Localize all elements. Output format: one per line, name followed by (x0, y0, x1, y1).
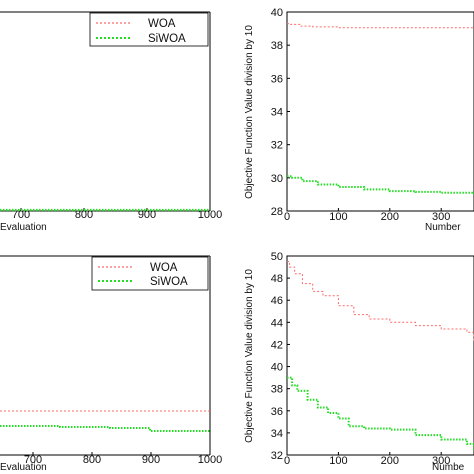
tr-tick-group: 0 100 200 300 28 30 32 34 36 38 40 (271, 7, 451, 223)
br-ytick-label-4: 40 (271, 362, 283, 374)
br-ytick-label-5: 42 (271, 339, 283, 351)
br-ytick-label-1: 34 (271, 428, 283, 440)
br-ylabel: Objective Function Value division by 10 (244, 269, 255, 443)
tl-tick-group: 700 800 900 1000 (12, 208, 222, 221)
bl-xlabel: Evaluation (0, 462, 47, 473)
br-xlabel: Numbe (432, 462, 465, 473)
tl-legend-box (89, 12, 209, 47)
br-xtick-label-1: 100 (329, 455, 347, 467)
tr-xlabel: Number (425, 222, 461, 233)
br-xtick-label-0: 0 (284, 455, 290, 467)
br-axes-box (286, 255, 474, 456)
br-ytick-label-2: 36 (271, 406, 283, 418)
tl-xtick-label-3: 900 (138, 209, 156, 221)
tl-xtick-label-2: 800 (75, 209, 93, 221)
bl-xtick-label-3: 800 (83, 454, 101, 466)
br-ytick-label-9: 50 (271, 251, 283, 263)
tr-woa-line (287, 23, 474, 29)
br-ytick-label-8: 48 (271, 273, 283, 285)
tr-siwoa-line (287, 175, 474, 195)
bl-xtick-label-4: 900 (142, 454, 160, 466)
tr-ytick-label-0: 28 (271, 206, 283, 218)
br-ytick-label-7: 46 (271, 295, 283, 307)
tr-ytick-label-1: 30 (271, 173, 283, 185)
panel-bottom-left: 700 800 900 1000 Evaluation WOA SiWOA (0, 255, 222, 473)
tl-legend-siwoa-label: SiWOA (148, 33, 186, 45)
br-xtick-label-3: 300 (432, 455, 450, 467)
tr-xtick-label-0: 0 (284, 211, 290, 223)
panel-bottom-right: 0 100 200 300 32 34 36 38 40 42 44 46 48 50 Objective… (244, 251, 474, 473)
tr-ytick-label-3: 34 (271, 107, 283, 119)
br-xtick-label-2: 200 (381, 455, 399, 467)
tr-ytick-label-2: 32 (271, 140, 283, 152)
tr-xtick-label-2: 200 (381, 211, 399, 223)
tl-xtick-label-4: 1000 (198, 209, 222, 221)
br-ytick-label-3: 38 (271, 384, 283, 396)
br-ytick-label-6: 44 (271, 317, 283, 329)
bl-siwoa-line (0, 425, 210, 432)
tr-xtick-label-3: 300 (432, 211, 450, 223)
panel-top-right: 0 100 200 300 28 30 32 34 36 38 40 Objective Funct… (244, 7, 474, 233)
tr-ytick-label-4: 36 (271, 73, 283, 85)
bl-legend-siwoa-label: SiWOA (150, 276, 188, 288)
br-ytick-label-0: 32 (271, 450, 283, 462)
br-woa-line (287, 261, 474, 343)
panel-top-left: 700 800 900 1000 Evaluation WOA SiWOA (0, 11, 222, 233)
tr-ylabel: Objective Function Value division by 10 (244, 25, 255, 199)
br-tick-group: 0 100 200 300 32 34 36 38 40 42 44 46 48 50 (271, 251, 451, 467)
br-siwoa-line (287, 376, 474, 452)
tl-legend-woa-label: WOA (148, 18, 176, 30)
bl-tick-group: 700 800 900 1000 (24, 452, 222, 466)
tr-xtick-label-1: 100 (329, 211, 347, 223)
tr-ytick-label-6: 40 (271, 7, 283, 19)
bl-legend-box (91, 256, 209, 291)
tr-ytick-label-5: 38 (271, 40, 283, 52)
bl-legend-woa-label: WOA (150, 262, 178, 274)
bl-xtick-label-2: 700 (24, 454, 42, 466)
tl-xlabel: Evaluation (0, 222, 47, 233)
tr-axes-box (286, 11, 474, 212)
tl-xtick-label-1: 700 (12, 209, 30, 221)
bl-xtick-label-5: 1000 (198, 454, 222, 466)
